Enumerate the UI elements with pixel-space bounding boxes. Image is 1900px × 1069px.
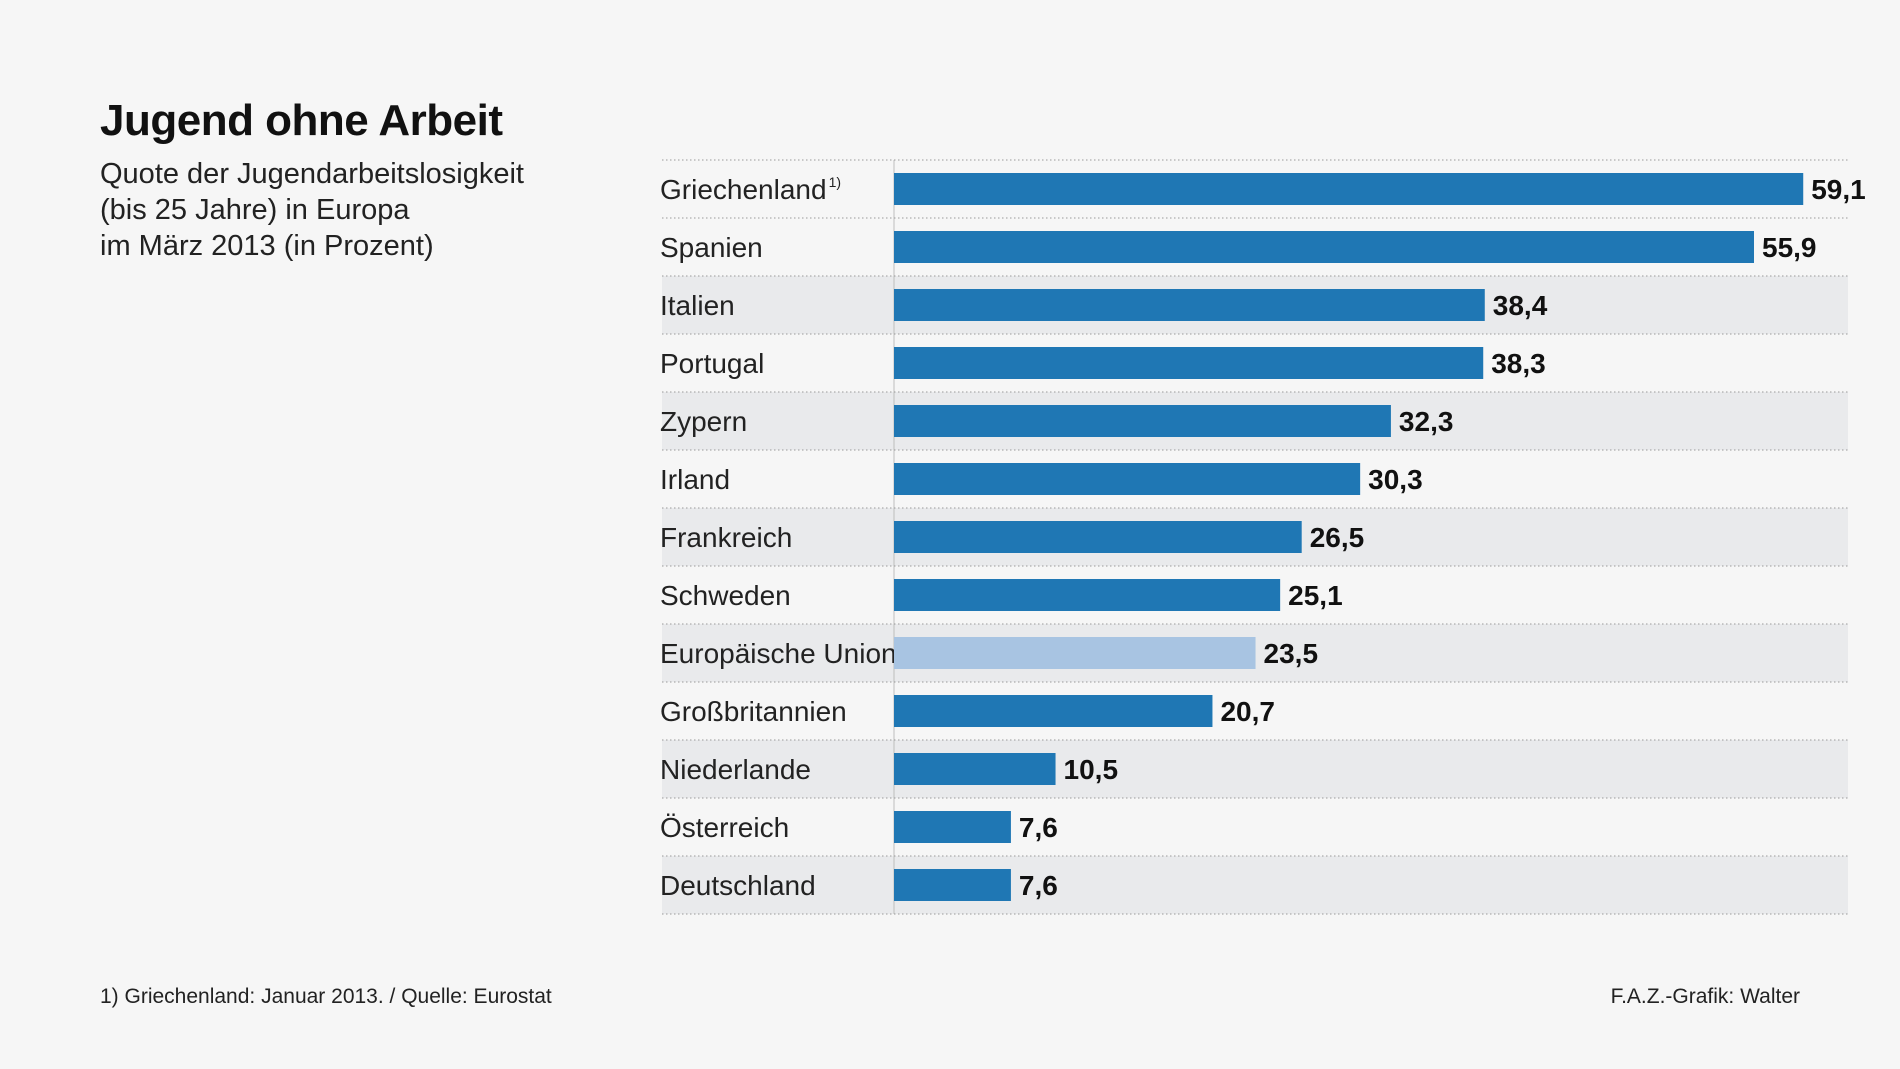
bar [894,695,1213,727]
bar [894,811,1011,843]
chart-subtitle: Quote der Jugendarbeitslosigkeit (bis 25… [100,156,600,264]
bar [894,173,1804,205]
bar [894,405,1391,437]
value-label: 7,6 [1019,870,1058,901]
subtitle-line: Quote der Jugendarbeitslosigkeit [100,158,524,190]
category-label: Irland [660,464,730,495]
value-label: 25,1 [1288,580,1343,611]
value-label: 7,6 [1019,812,1058,843]
bar [894,289,1485,321]
value-label: 38,3 [1491,348,1546,379]
value-label: 55,9 [1762,232,1817,263]
footnote: 1) Griechenland: Januar 2013. / Quelle: … [100,985,552,1008]
category-label: Zypern [660,406,747,437]
category-label: Großbritannien [660,696,847,727]
bar [894,753,1056,785]
category-label: Europäische Union [660,638,897,669]
subtitle-line: im März 2013 (in Prozent) [100,230,434,262]
bar [894,869,1011,901]
value-label: 32,3 [1399,406,1454,437]
row-shade [662,856,1848,914]
bar [894,347,1484,379]
value-label: 23,5 [1264,638,1319,669]
category-label: Schweden [660,580,791,611]
bar [894,463,1361,495]
value-label: 30,3 [1368,464,1423,495]
category-label: Österreich [660,812,789,843]
value-label: 10,5 [1064,754,1119,785]
bar [894,637,1256,669]
category-footnote-marker: 1) [829,174,841,190]
category-label: Niederlande [660,754,811,785]
subtitle-line: (bis 25 Jahre) in Europa [100,194,410,226]
chart-title: Jugend ohne Arbeit [100,96,503,145]
bar [894,579,1281,611]
row-shade [662,740,1848,798]
category-label: Spanien [660,232,763,263]
value-label: 59,1 [1811,174,1866,205]
value-label: 38,4 [1493,290,1548,321]
category-label: Deutschland [660,870,816,901]
category-label: Italien [660,290,735,321]
graphic-credit: F.A.Z.-Grafik: Walter [1610,985,1800,1008]
category-label: Portugal [660,348,764,379]
value-label: 20,7 [1220,696,1275,727]
category-label: Griechenland 1) [660,174,841,205]
bar [894,521,1302,553]
value-label: 26,5 [1310,522,1365,553]
category-label: Frankreich [660,522,792,553]
bar [894,231,1754,263]
